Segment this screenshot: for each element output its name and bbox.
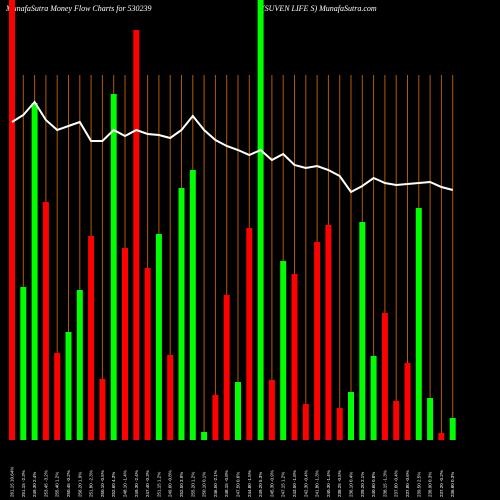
x-tick-label: 249.60 -0.8% xyxy=(168,470,173,497)
x-tick-label: 238.25 -0.5% xyxy=(337,470,342,497)
x-tick-label: 252.50 3.9% xyxy=(179,472,184,497)
bar xyxy=(54,353,61,440)
price-line xyxy=(11,100,453,194)
bar xyxy=(31,103,38,440)
x-tick-label: 237.20 -0.2% xyxy=(439,470,444,497)
bar xyxy=(189,170,196,440)
x-tick-label: 247.15 1.2% xyxy=(281,472,286,497)
x-tick-label: 253.45 -3.2% xyxy=(43,470,48,497)
bar xyxy=(88,236,95,440)
x-tick-label: 248.10 -1.4% xyxy=(123,470,128,497)
bar xyxy=(404,363,411,440)
bar xyxy=(449,418,456,440)
bar xyxy=(155,234,162,440)
bar xyxy=(268,380,275,440)
bar xyxy=(9,0,15,440)
bar xyxy=(325,225,332,440)
x-tick-label: 238.90 0.3% xyxy=(428,472,433,497)
x-tick-label: 240.60 0.8% xyxy=(371,472,376,497)
x-tick-label: 249.30 2.4% xyxy=(32,472,37,497)
bar xyxy=(302,404,309,440)
bar xyxy=(167,355,174,440)
chart-title: MunafaSutra Money Flow Charts for 530239 xyxy=(5,4,152,13)
x-tick-label: 240.30 -1.4% xyxy=(326,470,331,497)
bar xyxy=(122,248,128,440)
x-tick-label: 250.45 -0.2% xyxy=(66,470,71,497)
bar xyxy=(20,287,27,440)
chart-subtitle: (SUVEN LIFE S) MunafaSutra.com xyxy=(262,4,377,13)
x-tick-label: 248.15 -0.8% xyxy=(224,470,229,497)
bar xyxy=(415,208,422,440)
x-tick-label: 236.10 0.4% xyxy=(349,472,354,497)
x-tick-label: 249.20 5.3% xyxy=(258,472,263,497)
bar xyxy=(246,228,253,440)
x-tick-label: 245.30 -0.9% xyxy=(269,470,274,497)
x-tick-label: 239.20 2.1% xyxy=(360,472,365,497)
x-tick-label: 236.80 0.3% xyxy=(450,472,455,497)
x-tick-label: 255.40 1.2% xyxy=(55,472,60,497)
x-tick-label: 252.60 4.3% xyxy=(111,472,116,497)
bar xyxy=(314,242,321,440)
bar xyxy=(438,433,445,440)
x-tick-label: 250.10 -0.5% xyxy=(100,470,105,497)
bar xyxy=(110,94,117,440)
x-tick-label: 244.80 -1.5% xyxy=(247,470,252,497)
x-tick-label: 251.15 1.2% xyxy=(156,472,161,497)
bar xyxy=(370,356,377,440)
bar xyxy=(144,268,151,440)
x-tick-label: 256.20 1.9% xyxy=(77,472,82,497)
x-tick-label: 238.15 -1.3% xyxy=(382,470,387,497)
x-tick-label: 251.15 -2.3% xyxy=(21,470,26,497)
bar xyxy=(201,432,208,440)
x-tick-label: 243.50 -1.6% xyxy=(292,470,297,497)
x-tick-label: 261.15 10.64% xyxy=(10,467,15,497)
bar xyxy=(427,398,434,440)
x-tick-label: 255.20 1.2% xyxy=(190,472,195,497)
x-tick-label: 249.30 -2.4% xyxy=(134,470,139,497)
bar xyxy=(393,401,400,440)
bar xyxy=(76,290,83,440)
bar xyxy=(223,295,230,440)
bar xyxy=(178,188,185,440)
x-tick-label: 241.80 -1.3% xyxy=(315,470,320,497)
x-tick-label: 247.50 0.6% xyxy=(236,472,241,497)
bar xyxy=(65,332,72,440)
x-tick-label: 242.30 -0.4% xyxy=(303,470,308,497)
bar xyxy=(42,202,49,440)
bar xyxy=(280,261,287,440)
bar xyxy=(348,392,354,440)
bar xyxy=(359,222,366,440)
bar xyxy=(133,30,140,440)
x-tick-label: 251.80 -2.3% xyxy=(89,470,94,497)
x-tick-label: 239.50 2.5% xyxy=(416,472,421,497)
bar xyxy=(381,313,388,440)
x-tick-label: 250.10 0.1% xyxy=(202,472,207,497)
bar xyxy=(235,382,241,440)
x-tick-label: 246.50 -2.1% xyxy=(213,470,218,497)
bar xyxy=(336,408,343,440)
x-tick-label: 237.80 -0.6% xyxy=(405,470,410,497)
bar xyxy=(212,395,219,440)
bar xyxy=(257,0,264,440)
bar xyxy=(291,274,298,440)
x-tick-label: 237.60 -0.4% xyxy=(394,470,399,497)
bar xyxy=(99,379,106,440)
x-tick-label: 247.40 -0.3% xyxy=(145,470,150,497)
